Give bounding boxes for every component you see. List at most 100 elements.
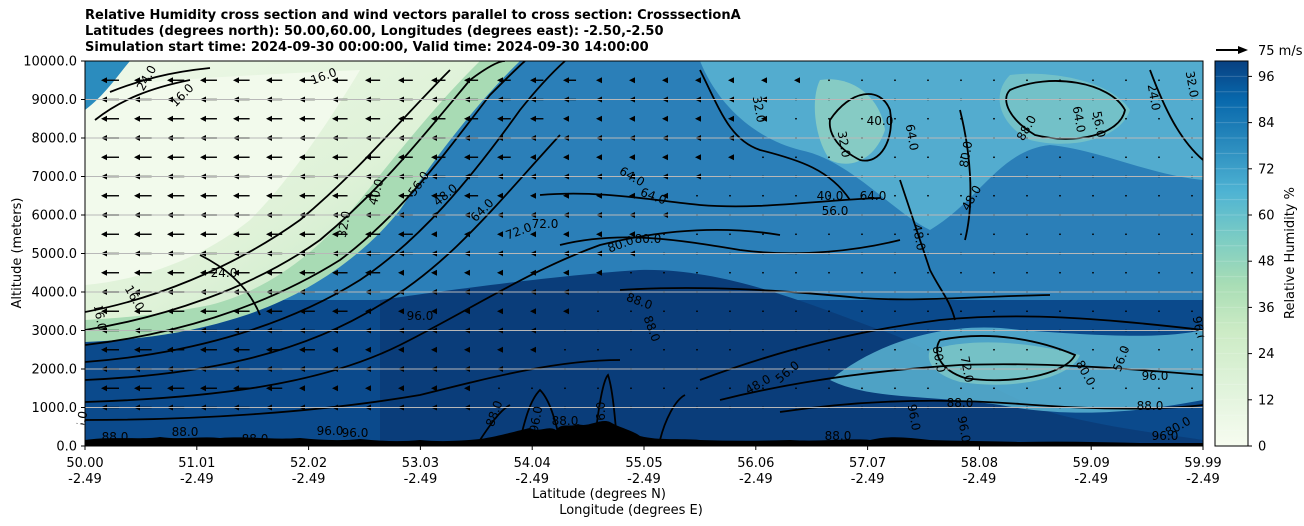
wind-arrow-head-icon (497, 231, 503, 238)
wind-arrow-head-icon (299, 269, 305, 276)
wind-dot (894, 79, 896, 82)
wind-arrow-head-icon (134, 346, 140, 353)
wind-dot (729, 194, 731, 197)
wind-dot (960, 271, 962, 274)
wind-dot (1125, 233, 1127, 236)
wind-arrow-head-icon (728, 154, 734, 161)
contour-line (828, 93, 892, 162)
wind-dot (1059, 117, 1061, 120)
contour-label: 32.0 (835, 130, 853, 159)
wind-dot (894, 194, 896, 197)
x-tick-label-lat: 52.02 (290, 456, 327, 471)
wind-arrow-head-icon (629, 154, 635, 161)
wind-arrow-head-icon (563, 231, 569, 238)
wind-arrow-head-icon (134, 77, 140, 84)
wind-dot (696, 348, 698, 351)
wind-arrow-head-icon (431, 308, 437, 315)
wind-dot (1158, 271, 1160, 274)
wind-dot (597, 348, 599, 351)
wind-arrow-head-icon (695, 77, 701, 84)
wind-key-label: 75 m/s (1258, 44, 1303, 59)
contour-label: 88.0 (102, 430, 129, 444)
wind-arrow-head-icon (431, 385, 437, 392)
contour-label: 80.0 (957, 140, 975, 169)
wind-dot (1158, 348, 1160, 351)
wind-dot (861, 194, 863, 197)
title-line-2: Latitudes (degrees north): 50.00,60.00, … (85, 24, 664, 39)
contour-label: 96.0 (1190, 315, 1208, 344)
wind-arrow-head-icon (530, 231, 536, 238)
wind-arrow-head-icon (266, 385, 272, 392)
wind-arrow-head-icon (233, 154, 239, 161)
x-tick-label-lon: -2.49 (404, 472, 438, 487)
wind-dot (1092, 310, 1094, 313)
wind-arrow-head-icon (761, 77, 767, 84)
wind-arrow-head-icon (266, 346, 272, 353)
contour-line (85, 228, 781, 403)
wind-dot (1059, 79, 1061, 82)
wind-dot (927, 79, 929, 82)
wind-arrow-head-icon (662, 154, 668, 161)
terrain (85, 421, 1203, 446)
y-tick-label: 4000.0 (32, 286, 78, 301)
wind-dot (927, 117, 929, 120)
wind-arrow-head-icon (233, 115, 239, 122)
wind-arrow-head-icon (200, 77, 206, 84)
contour-line (85, 61, 566, 363)
contour-line (94, 79, 191, 121)
contour-line (539, 192, 881, 208)
wind-dot (927, 271, 929, 274)
wind-dot (828, 387, 830, 390)
wind-dot (762, 387, 764, 390)
wind-dot (1026, 117, 1028, 120)
wind-dot (894, 156, 896, 159)
contour-line (199, 254, 261, 316)
title-line-1: Relative Humidity cross section and wind… (85, 8, 741, 23)
wind-dot (1158, 79, 1160, 82)
wind-arrow-head-icon (299, 77, 305, 84)
wind-dot (696, 194, 698, 197)
wind-arrow-head-icon (398, 385, 404, 392)
wind-dot (993, 233, 995, 236)
wind-arrow-head-icon (398, 231, 404, 238)
wind-dot (1092, 387, 1094, 390)
wind-dot (696, 310, 698, 313)
wind-arrow-head-icon (728, 115, 734, 122)
wind-dot (795, 387, 797, 390)
wind-arrow-head-icon (266, 192, 272, 199)
wind-arrow-head-icon (299, 115, 305, 122)
wind-dot (861, 271, 863, 274)
wind-dot (1026, 79, 1028, 82)
wind-arrow-head-icon (332, 308, 338, 315)
wind-arrow-head-icon (167, 346, 173, 353)
wind-arrow-head-icon (398, 77, 404, 84)
y-axis-label: Altitude (meters) (10, 198, 25, 309)
y-tick-label: 9000.0 (32, 93, 78, 108)
wind-arrow-head-icon (332, 192, 338, 199)
x-tick-label-lat: 57.07 (849, 456, 886, 471)
wind-arrow-head-icon (299, 308, 305, 315)
colorbar-tick-label: 0 (1258, 440, 1266, 455)
wind-arrow-head-icon (266, 308, 272, 315)
contour-line (659, 394, 686, 441)
wind-arrow-head-icon (464, 115, 470, 122)
wind-arrow-head-icon (266, 77, 272, 84)
contour-label: 48.0 (910, 223, 928, 252)
wind-dot (861, 233, 863, 236)
wind-arrow-head-icon (200, 192, 206, 199)
contour-label: 96.0 (1152, 429, 1179, 443)
contour-line (1149, 69, 1203, 161)
wind-dot (1059, 348, 1061, 351)
wind-arrow-head-icon (431, 154, 437, 161)
wind-dot (630, 310, 632, 313)
wind-dot (696, 387, 698, 390)
wind-dot (762, 156, 764, 159)
wind-dot (828, 194, 830, 197)
y-tick-label: 7000.0 (32, 170, 78, 185)
wind-arrow-head-icon (266, 231, 272, 238)
wind-arrow-head-icon (101, 77, 107, 84)
wind-arrow-head-icon (167, 269, 173, 276)
wind-arrow-head-icon (497, 269, 503, 276)
wind-dot (894, 117, 896, 120)
wind-dot (795, 156, 797, 159)
